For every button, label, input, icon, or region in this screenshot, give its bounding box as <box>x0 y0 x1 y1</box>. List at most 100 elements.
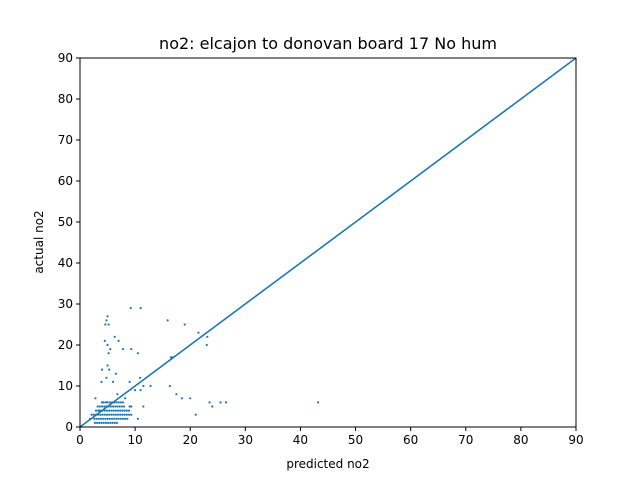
data-point <box>219 401 222 404</box>
data-point <box>116 409 120 412</box>
data-point <box>106 315 109 318</box>
data-point <box>113 335 116 338</box>
data-point <box>105 413 109 416</box>
data-point <box>130 405 133 408</box>
data-point <box>106 401 109 404</box>
data-point <box>124 397 127 400</box>
y-axis-label: actual no2 <box>32 210 46 273</box>
data-point <box>123 413 126 416</box>
data-point <box>104 401 108 404</box>
y-tick-label: 20 <box>58 338 73 352</box>
identity-line <box>79 57 577 428</box>
data-point <box>99 417 103 420</box>
data-point <box>110 413 113 416</box>
data-point <box>142 405 145 408</box>
chart-title: no2: elcajon to donovan board 17 No hum <box>159 34 497 53</box>
x-tick-label: 80 <box>513 433 528 447</box>
data-point <box>128 405 131 408</box>
data-point <box>100 421 103 424</box>
y-tick-label: 90 <box>58 51 73 65</box>
data-point <box>98 421 101 424</box>
data-point <box>119 413 122 416</box>
data-point <box>107 323 110 326</box>
data-point <box>134 389 137 392</box>
data-point <box>121 409 124 412</box>
data-point <box>166 319 169 322</box>
data-point <box>111 421 114 424</box>
data-point <box>96 405 99 408</box>
data-point <box>115 421 119 424</box>
data-point <box>149 384 152 388</box>
y-tick-label: 10 <box>58 379 73 393</box>
data-point <box>109 421 112 424</box>
data-point <box>105 376 108 379</box>
data-point <box>123 409 126 412</box>
axes-frame <box>79 57 577 428</box>
data-point <box>110 417 114 420</box>
y-tick-label: 70 <box>58 133 73 147</box>
data-point <box>122 405 126 408</box>
data-point <box>118 405 121 408</box>
y-tick-label: 60 <box>58 174 73 188</box>
data-point <box>139 307 142 310</box>
data-point <box>103 409 106 412</box>
data-point <box>127 409 131 412</box>
data-point <box>106 343 109 347</box>
data-point <box>97 417 100 420</box>
data-point <box>100 380 103 383</box>
data-point <box>93 421 96 424</box>
data-point <box>111 380 115 383</box>
data-point <box>90 413 93 416</box>
data-point <box>136 352 139 355</box>
data-point <box>124 417 127 420</box>
x-tick-label: 10 <box>127 433 142 447</box>
data-point <box>112 413 115 416</box>
y-tick-label: 40 <box>58 256 73 270</box>
x-tick-label: 70 <box>458 433 473 447</box>
data-point <box>114 372 117 375</box>
data-point <box>107 421 110 424</box>
data-point <box>121 348 125 351</box>
data-point <box>108 368 111 371</box>
plot-area <box>79 57 577 428</box>
data-point <box>95 421 99 424</box>
data-point <box>111 405 115 408</box>
data-point <box>105 409 109 412</box>
data-point <box>130 413 133 416</box>
data-point <box>197 331 200 334</box>
data-point <box>139 389 142 392</box>
data-point <box>100 401 104 404</box>
data-point <box>116 405 119 408</box>
data-point <box>109 405 112 408</box>
data-point <box>113 421 116 424</box>
data-point <box>113 417 116 420</box>
data-point <box>117 401 120 404</box>
data-point <box>112 409 115 412</box>
data-point <box>189 397 192 400</box>
data-point <box>102 417 105 420</box>
data-point <box>224 401 228 404</box>
x-tick-label: 20 <box>183 433 198 447</box>
y-axis: 0 10 20 30 40 50 60 70 80 90 <box>58 51 80 434</box>
data-point <box>108 417 111 420</box>
data-point <box>94 397 97 400</box>
data-point <box>99 413 102 416</box>
x-tick-label: 40 <box>293 433 308 447</box>
x-tick-label: 60 <box>403 433 418 447</box>
x-tick-label: 0 <box>76 433 84 447</box>
data-point <box>138 376 142 379</box>
data-point <box>194 413 197 416</box>
data-point <box>316 401 320 404</box>
data-point <box>120 405 123 408</box>
x-axis: 0 10 20 30 40 50 60 70 80 90 <box>76 427 584 447</box>
data-point <box>103 339 106 342</box>
y-tick-label: 30 <box>58 297 73 311</box>
y-tick-label: 0 <box>65 420 73 434</box>
data-point <box>93 417 96 420</box>
data-point <box>98 405 101 408</box>
data-point <box>125 409 128 412</box>
data-point <box>103 405 106 408</box>
y-tick-label: 50 <box>58 215 73 229</box>
